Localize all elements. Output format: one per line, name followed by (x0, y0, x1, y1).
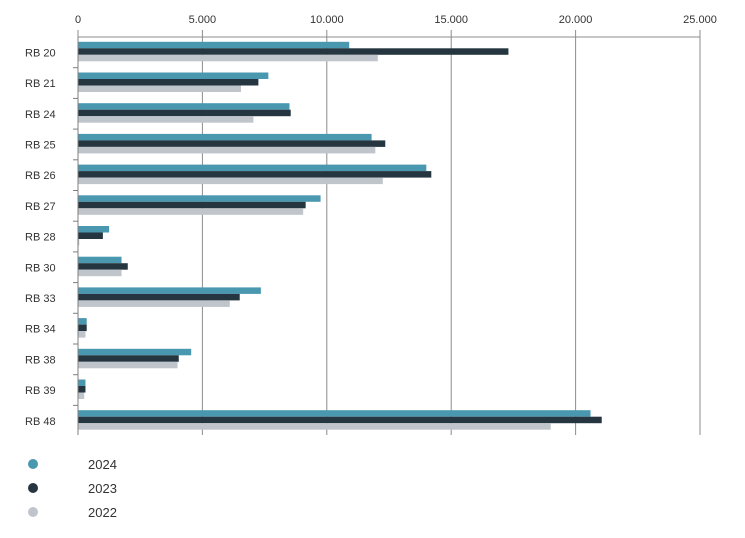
bar-2022-rb-21 (78, 85, 241, 92)
bar-2023-rb-30 (78, 263, 128, 270)
bar-2022-rb-24 (78, 116, 254, 123)
bar-2022-rb-39 (78, 392, 85, 399)
category-labels: RB 20 RB 21 RB 24 RB 25 RB 26 RB 27 RB 28 RB 30… (25, 47, 78, 428)
category-label: RB 34 (25, 324, 56, 336)
category-label: RB 28 (25, 232, 56, 244)
category-label: RB 27 (25, 201, 56, 213)
category-label: RB 25 (25, 139, 56, 151)
bar-2024-rb-38 (78, 348, 192, 356)
legend-swatch-2022 (28, 507, 38, 517)
bar-2023-rb-34 (78, 324, 87, 332)
bar-2024-rb-33 (78, 287, 261, 294)
bar-2023-rb-28 (78, 232, 103, 239)
x-tick-label: 10.000 (310, 14, 344, 26)
bar-2024-rb-28 (78, 226, 110, 233)
bar-2022-rb-28 (78, 239, 80, 246)
legend-swatch-2023 (28, 483, 38, 493)
x-tick-label: 25.000 (683, 14, 717, 26)
legend-item-2024: 2024 (28, 452, 117, 476)
category-label: RB 21 (25, 78, 56, 90)
category-label: RB 33 (25, 293, 56, 305)
bar-2024-rb-26 (78, 164, 427, 172)
bar-2024-rb-20 (78, 41, 350, 49)
bar-2024-rb-48 (78, 410, 591, 417)
legend-item-2022: 2022 (28, 500, 117, 524)
bar-2024-rb-39 (78, 379, 86, 386)
bar-2024-rb-21 (78, 72, 269, 79)
bar-2023-rb-26 (78, 171, 432, 178)
x-axis-ticks: 0 5.000 10.000 15.000 20.000 25.000 (75, 14, 717, 26)
x-tick-label: 5.000 (189, 14, 217, 26)
bar-2022-rb-27 (78, 208, 304, 215)
bar-2022-rb-33 (78, 300, 230, 307)
legend-swatch-2024 (28, 459, 38, 469)
legend-label-2022: 2022 (88, 504, 117, 520)
bar-2022-rb-34 (78, 331, 86, 338)
bar-2023-rb-38 (78, 355, 179, 362)
legend-label-2023: 2023 (88, 480, 117, 496)
bar-2022-rb-38 (78, 361, 178, 369)
bar-2022-rb-30 (78, 269, 122, 277)
bar-2024-rb-30 (78, 256, 122, 264)
x-tick-label: 0 (75, 14, 81, 26)
bar-2023-rb-21 (78, 79, 259, 86)
bar-2024-rb-25 (78, 133, 372, 141)
bar-2022-rb-20 (78, 54, 378, 62)
bar-2022-rb-25 (78, 146, 376, 154)
category-label: RB 24 (25, 109, 56, 121)
bars (78, 41, 602, 430)
x-tick-label: 15.000 (434, 14, 468, 26)
category-label: RB 20 (25, 47, 56, 59)
category-label: RB 48 (25, 416, 56, 428)
category-label: RB 26 (25, 170, 56, 182)
bar-2023-rb-39 (78, 386, 86, 393)
bar-2023-rb-20 (78, 48, 509, 55)
category-label: RB 30 (25, 262, 56, 274)
bar-2023-rb-24 (78, 109, 291, 117)
bar-2022-rb-48 (78, 423, 551, 430)
x-tick-label: 20.000 (559, 14, 593, 26)
bar-2022-rb-26 (78, 177, 383, 185)
bar-2024-rb-24 (78, 103, 290, 110)
bar-2023-rb-27 (78, 201, 306, 209)
category-label: RB 38 (25, 354, 56, 366)
legend-label-2024: 2024 (88, 456, 117, 472)
bar-2023-rb-48 (78, 416, 602, 424)
legend: 2024 2023 2022 (28, 452, 117, 524)
bar-2023-rb-25 (78, 140, 386, 147)
legend-item-2023: 2023 (28, 476, 117, 500)
bar-2024-rb-27 (78, 195, 321, 202)
bar-2023-rb-33 (78, 293, 240, 301)
category-label: RB 39 (25, 385, 56, 397)
bar-2024-rb-34 (78, 318, 87, 325)
